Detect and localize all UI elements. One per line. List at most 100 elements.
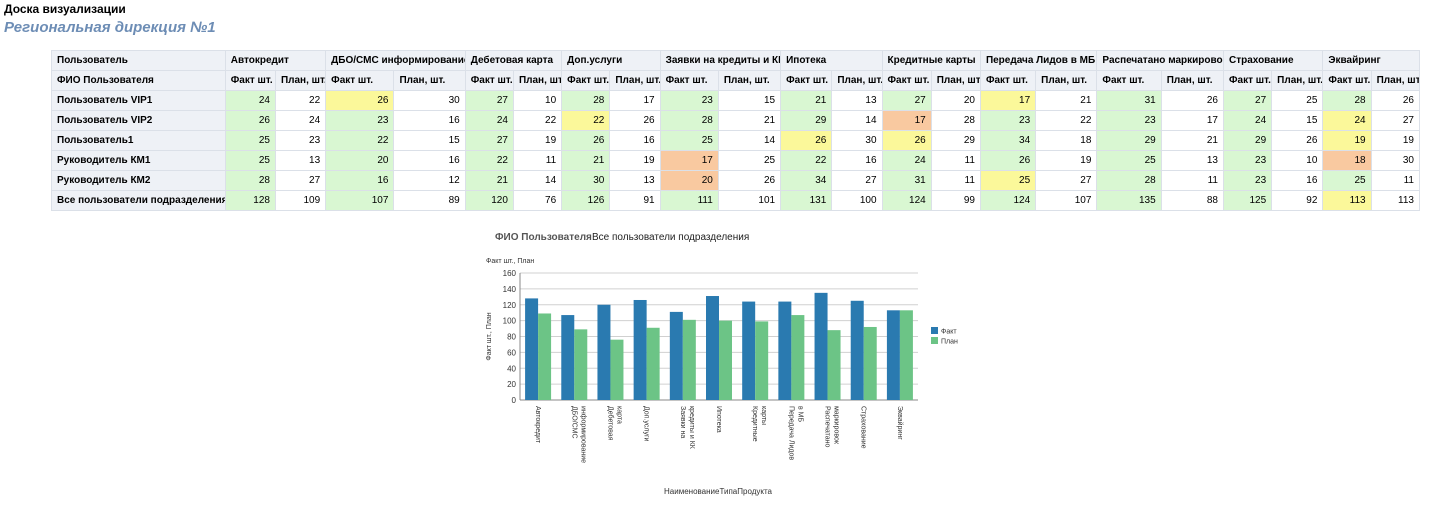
plan-cell: 113 xyxy=(1370,190,1421,211)
x-tick-label: Передача Лидов xyxy=(787,406,794,460)
x-tick-label: Распечатано xyxy=(824,406,831,448)
product-header: Дебетовая карта xyxy=(464,50,563,71)
fact-cell: 23 xyxy=(1096,110,1162,131)
row-user-name: Пользователь VIP2 xyxy=(51,110,226,131)
fact-cell: 23 xyxy=(659,90,719,111)
plan-cell: 14 xyxy=(512,170,563,191)
fact-cell: 24 xyxy=(464,110,514,131)
plan-cell: 25 xyxy=(717,150,782,171)
product-header: Передача Лидов в МБ xyxy=(979,50,1098,71)
fact-cell: 27 xyxy=(464,130,514,151)
fact-cell: 31 xyxy=(1096,90,1162,111)
table-row: Пользователь VIP2 26 24 23 16 24 22 22 26 28 21 29 1… xyxy=(51,110,1421,131)
x-tick-label: Доп.услуги xyxy=(643,406,650,442)
fact-cell: 17 xyxy=(979,90,1037,111)
table-measure-header-row: ФИО Пользователя Факт шт. План, шт. Факт ш… xyxy=(51,70,1421,91)
fact-cell: 23 xyxy=(1222,170,1273,191)
fact-cell: 25 xyxy=(979,170,1037,191)
y-tick-label: 140 xyxy=(503,285,517,294)
plan-cell: 30 xyxy=(831,130,883,151)
plan-cell: 20 xyxy=(930,90,981,111)
plan-cell: 16 xyxy=(609,130,661,151)
plan-cell: 107 xyxy=(1035,190,1098,211)
fact-cell: 28 xyxy=(561,90,611,111)
row-user-name: Руководитель КМ2 xyxy=(51,170,226,191)
plan-cell: 21 xyxy=(1035,90,1098,111)
fact-header: Факт шт. xyxy=(561,70,611,91)
plan-cell: 101 xyxy=(717,190,782,211)
plan-cell: 23 xyxy=(274,130,327,151)
chart-filter-label: ФИО Пользователя xyxy=(495,232,592,243)
plan-cell: 26 xyxy=(1370,90,1421,111)
corner-label: Пользователь xyxy=(51,50,226,71)
x-tick-label: Страхование xyxy=(860,406,867,449)
fact-cell: 34 xyxy=(979,130,1037,151)
y-tick-label: 120 xyxy=(503,301,517,310)
fact-cell: 26 xyxy=(780,130,833,151)
product-header: Кредитные карты xyxy=(881,50,981,71)
plan-cell: 19 xyxy=(1035,150,1098,171)
x-tick-label: Кредитные xyxy=(751,406,758,442)
table-row: Пользователь1 25 23 22 15 27 19 26 16 25 14 26 30 26 2… xyxy=(51,130,1421,151)
fact-header: Факт шт. xyxy=(464,70,514,91)
plan-cell: 99 xyxy=(930,190,981,211)
fact-cell: 128 xyxy=(224,190,276,211)
fact-cell: 25 xyxy=(224,130,276,151)
bar-fact xyxy=(597,304,611,400)
plan-cell: 109 xyxy=(274,190,327,211)
plan-cell: 11 xyxy=(1370,170,1421,191)
fact-cell: 22 xyxy=(780,150,833,171)
product-header: Эквайринг xyxy=(1322,50,1420,71)
table-product-header-row: Пользователь Автокредит ДБО/СМС информиро… xyxy=(51,50,1420,71)
fact-cell: 17 xyxy=(881,110,932,131)
plan-cell: 11 xyxy=(930,170,981,191)
plan-cell: 76 xyxy=(512,190,563,211)
plan-cell: 16 xyxy=(831,150,883,171)
plan-cell: 92 xyxy=(1271,190,1324,211)
bar-fact xyxy=(633,299,647,400)
product-header: ДБО/СМС информирование xyxy=(325,50,466,71)
x-tick-label: в МБ xyxy=(796,406,803,422)
bar-plan xyxy=(538,313,552,400)
x-tick-label: маркировок xyxy=(833,406,840,445)
plan-cell: 27 xyxy=(831,170,883,191)
row-header-label: ФИО Пользователя xyxy=(51,70,226,91)
y-tick-label: 160 xyxy=(503,269,517,278)
plan-cell: 26 xyxy=(1271,130,1324,151)
plan-cell: 28 xyxy=(930,110,981,131)
y-tick-label: 100 xyxy=(503,317,517,326)
y-tick-label: 60 xyxy=(507,348,516,357)
bar-plan xyxy=(646,327,660,400)
legend-swatch xyxy=(931,327,938,334)
y-tick-label: 0 xyxy=(512,396,517,405)
plan-header: План, шт. xyxy=(831,70,883,91)
x-tick-label: ДБО/СМС xyxy=(570,406,577,439)
fact-cell: 17 xyxy=(659,150,719,171)
plan-cell: 16 xyxy=(1271,170,1324,191)
fact-cell: 31 xyxy=(881,170,932,191)
x-tick-label: Заявки на xyxy=(679,406,686,438)
plan-cell: 13 xyxy=(609,170,661,191)
x-tick-label: Ипотека xyxy=(715,406,722,433)
fact-cell: 18 xyxy=(1322,150,1372,171)
plan-cell: 16 xyxy=(393,150,466,171)
plan-cell: 26 xyxy=(609,110,661,131)
chart-legend-title: Факт шт., План xyxy=(486,258,534,265)
fact-cell: 29 xyxy=(1096,130,1162,151)
legend-label: Факт шт. xyxy=(941,329,958,336)
fact-cell: 124 xyxy=(881,190,932,211)
plan-cell: 22 xyxy=(1035,110,1098,131)
plan-cell: 17 xyxy=(1160,110,1224,131)
bar-fact xyxy=(814,292,828,400)
plan-cell: 13 xyxy=(274,150,327,171)
fact-cell: 26 xyxy=(325,90,395,111)
page-subtitle: Региональная дирекция №1 xyxy=(4,19,216,36)
page-title: Доска визуализации xyxy=(4,2,126,16)
fact-cell: 23 xyxy=(979,110,1037,131)
legend-label: План xyxy=(941,339,958,346)
plan-header: План, шт. xyxy=(1370,70,1421,91)
fact-cell: 120 xyxy=(464,190,514,211)
plan-cell: 19 xyxy=(609,150,661,171)
fact-header: Факт шт. xyxy=(325,70,395,91)
plan-cell: 27 xyxy=(1035,170,1098,191)
